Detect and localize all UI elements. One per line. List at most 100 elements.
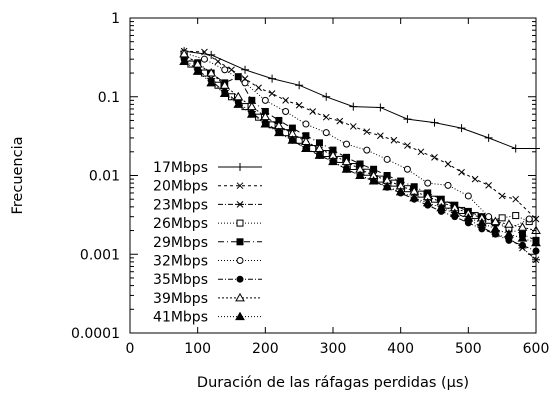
x-axis: 0 100 200 300 400 500 600 [126, 18, 550, 357]
x-tick-label: 500 [455, 341, 482, 357]
data-point-20mbps [417, 148, 425, 156]
data-point-39mbps [517, 222, 528, 231]
data-point-41mbps [179, 56, 189, 66]
data-point-32mbps [525, 215, 533, 223]
data-point-20mbps [458, 168, 465, 176]
data-point-20mbps [349, 123, 357, 130]
data-point-17mbps [241, 65, 250, 74]
data-point-26mbps [336, 155, 344, 163]
data-point-20mbps [498, 192, 506, 200]
data-point-17mbps [295, 81, 304, 90]
legend-label: 39Mbps [153, 291, 208, 307]
legend-marker [236, 201, 244, 208]
data-point-41mbps [328, 156, 338, 166]
legend-item-32mbps: 32Mbps [153, 254, 262, 270]
data-point-20mbps [336, 117, 344, 125]
data-point-41mbps [463, 212, 474, 222]
data-point-26mbps [376, 175, 384, 183]
data-point-32mbps [200, 55, 208, 63]
data-point-41mbps [341, 164, 352, 173]
legend-marker [235, 311, 245, 321]
legend-item-20mbps: 20Mbps [153, 179, 262, 195]
data-point-32mbps [444, 181, 452, 189]
data-point-26mbps [309, 145, 317, 153]
data-point-41mbps [219, 88, 230, 97]
data-point-26mbps [512, 212, 520, 220]
data-point-26mbps [498, 214, 506, 222]
data-point-39mbps [206, 68, 217, 77]
data-point-20mbps [471, 175, 479, 183]
x-tick-label: 400 [387, 341, 414, 357]
data-point-26mbps [363, 168, 371, 176]
y-tick-label: 1 [111, 11, 120, 27]
data-point-32mbps [424, 179, 432, 187]
data-point-41mbps [206, 77, 217, 87]
data-point-20mbps [431, 153, 438, 161]
data-point-17mbps [511, 144, 520, 153]
legend-item-35mbps: 35Mbps [153, 272, 262, 288]
data-point-41mbps [368, 176, 379, 185]
data-point-29mbps [234, 73, 242, 81]
data-point-17mbps [322, 92, 331, 101]
x-tick-label: 600 [523, 341, 550, 357]
data-point-20mbps [309, 108, 317, 115]
data-point-26mbps [241, 103, 249, 111]
legend-item-17mbps: 17Mbps [153, 160, 262, 176]
series-39mbps [179, 48, 541, 235]
data-point-41mbps [260, 119, 271, 128]
y-tick-label: 0.0001 [71, 326, 120, 342]
data-point-41mbps [314, 150, 325, 159]
data-point-17mbps [349, 102, 358, 111]
y-axis: 0.0001 0.001 0.01 0.1 1 [71, 11, 536, 342]
series-line-17mbps [184, 50, 536, 149]
series-26mbps [187, 60, 533, 226]
data-point-26mbps [390, 179, 398, 187]
data-point-20mbps [268, 90, 276, 97]
data-point-20mbps [377, 132, 384, 140]
data-point-32mbps [343, 140, 351, 148]
data-point-32mbps [241, 79, 249, 87]
legend-marker [236, 238, 244, 246]
legend-label: 41Mbps [153, 310, 208, 326]
data-point-32mbps [261, 96, 269, 104]
data-point-17mbps [430, 118, 439, 127]
data-point-35mbps [478, 225, 486, 233]
legend-marker [236, 219, 244, 227]
data-point-20mbps [404, 142, 411, 149]
data-point-41mbps [246, 109, 257, 118]
legend-item-41mbps: 41Mbps [153, 310, 262, 326]
series-41mbps [179, 56, 541, 247]
x-axis-label: Duración de las ráfagas perdidas (μs) [197, 375, 469, 391]
data-point-32mbps [383, 155, 391, 163]
legend-label: 17Mbps [153, 160, 208, 176]
data-point-41mbps [422, 197, 433, 207]
data-point-41mbps [274, 127, 284, 137]
legend-label: 32Mbps [153, 254, 208, 270]
legend-label: 26Mbps [153, 216, 208, 232]
legend-marker [236, 182, 244, 190]
data-point-41mbps [395, 186, 406, 196]
data-point-20mbps [255, 84, 262, 92]
data-point-39mbps [219, 80, 230, 89]
data-point-17mbps [457, 124, 466, 133]
data-point-41mbps [382, 181, 392, 191]
data-point-32mbps [363, 146, 371, 154]
data-point-41mbps [504, 229, 514, 238]
data-point-35mbps [518, 241, 526, 249]
legend: 17Mbps 20Mbps 23Mbps 26Mbps 29Mbps 32Mbps 35Mb… [153, 160, 262, 326]
data-point-32mbps [302, 120, 310, 128]
data-point-20mbps [363, 128, 371, 136]
data-point-32mbps [322, 129, 330, 137]
data-point-32mbps [464, 192, 472, 200]
x-tick-label: 300 [320, 341, 347, 357]
data-point-20mbps [282, 96, 289, 104]
data-point-17mbps [403, 115, 412, 124]
y-tick-label: 0.001 [80, 247, 120, 263]
legend-label: 35Mbps [153, 272, 208, 288]
data-point-39mbps [504, 219, 514, 228]
data-point-17mbps [376, 103, 385, 112]
data-point-20mbps [512, 195, 520, 203]
data-point-41mbps [355, 170, 365, 179]
